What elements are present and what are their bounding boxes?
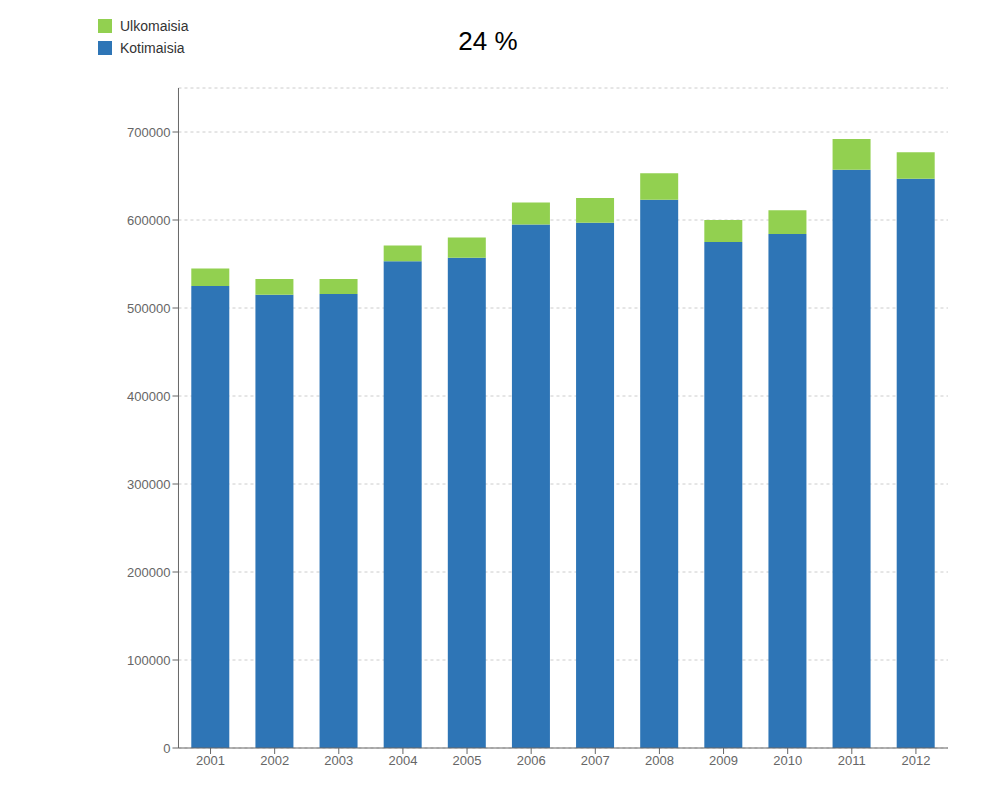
svg-text:600000: 600000 bbox=[127, 213, 170, 228]
svg-text:2011: 2011 bbox=[838, 753, 866, 768]
svg-text:2009: 2009 bbox=[709, 753, 738, 768]
html-text:Kotimaisia: Kotimaisia bbox=[120, 40, 185, 56]
html-text:24 %: 24 % bbox=[458, 26, 518, 56]
svg-text:2002: 2002 bbox=[260, 753, 289, 768]
svg-text:2010: 2010 bbox=[773, 753, 802, 768]
svg-text:500000: 500000 bbox=[127, 301, 170, 316]
svg-text:0: 0 bbox=[163, 741, 170, 756]
html-text:Ulkomaisia: Ulkomaisia bbox=[120, 18, 189, 34]
svg-text:300000: 300000 bbox=[127, 477, 170, 492]
svg-text:2006: 2006 bbox=[517, 753, 546, 768]
svg-text:700000: 700000 bbox=[127, 125, 170, 140]
svg-text:200000: 200000 bbox=[127, 565, 170, 580]
svg-text:2005: 2005 bbox=[453, 753, 482, 768]
svg-text:2012: 2012 bbox=[901, 753, 930, 768]
svg-text:2008: 2008 bbox=[645, 753, 674, 768]
svg-text:2007: 2007 bbox=[581, 753, 610, 768]
svg-text:2001: 2001 bbox=[196, 753, 225, 768]
svg-text:100000: 100000 bbox=[127, 653, 170, 668]
svg-text:2003: 2003 bbox=[324, 753, 353, 768]
svg-text:2004: 2004 bbox=[388, 753, 417, 768]
svg-text:400000: 400000 bbox=[127, 389, 170, 404]
